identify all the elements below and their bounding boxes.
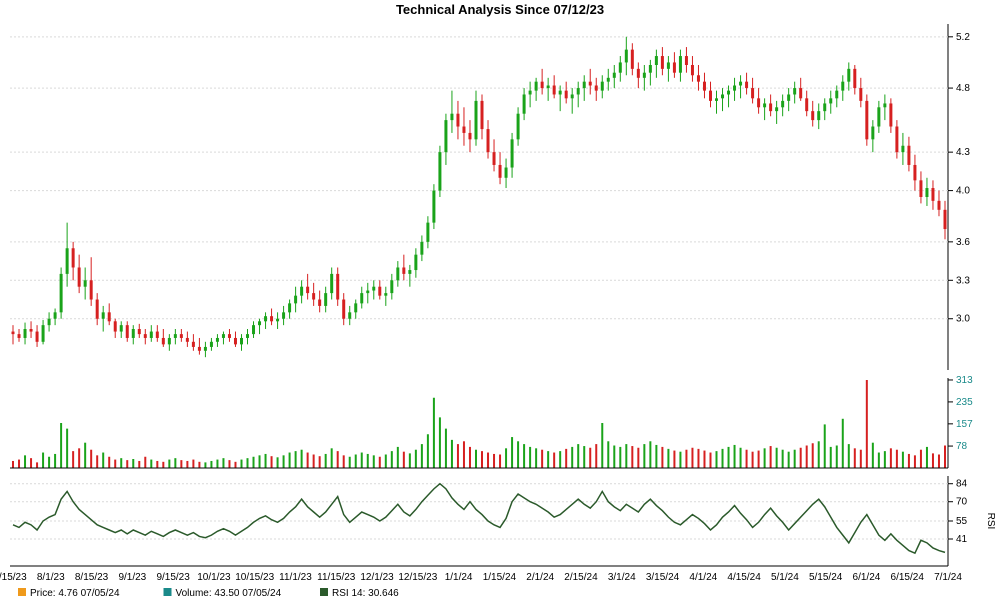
x-tick: 7/1/24 bbox=[934, 572, 962, 583]
volume-legend-marker bbox=[164, 588, 172, 596]
price-legend-marker bbox=[18, 588, 26, 596]
price-ytick: 4.8 bbox=[956, 83, 970, 94]
x-tick: 3/15/24 bbox=[646, 572, 680, 583]
volume-ytick: 313 bbox=[956, 375, 973, 386]
rsi-ytick: 55 bbox=[956, 516, 968, 527]
rsi-axis-label: RSI bbox=[985, 513, 996, 530]
rsi-ytick: 41 bbox=[956, 534, 968, 545]
chart-title: Technical Analysis Since 07/12/23 bbox=[396, 2, 604, 17]
price-ytick: 4.0 bbox=[956, 186, 970, 197]
x-tick: 2/15/24 bbox=[564, 572, 598, 583]
x-tick: 12/1/23 bbox=[360, 572, 394, 583]
x-tick: 8/15/23 bbox=[75, 572, 109, 583]
rsi-line bbox=[13, 484, 945, 553]
x-tick: 10/15/23 bbox=[235, 572, 274, 583]
x-tick: 4/15/24 bbox=[727, 572, 761, 583]
rsi-legend-label: RSI 14: 30.646 bbox=[332, 588, 399, 599]
x-tick: 6/15/24 bbox=[891, 572, 925, 583]
candlestick-series bbox=[13, 37, 945, 357]
volume-ytick: 157 bbox=[956, 419, 973, 430]
x-tick: 9/1/23 bbox=[118, 572, 146, 583]
volume-ytick: 235 bbox=[956, 397, 973, 408]
x-tick: 8/1/23 bbox=[37, 572, 65, 583]
rsi-legend-marker bbox=[320, 588, 328, 596]
volume-series bbox=[13, 380, 945, 468]
x-tick: 2/1/24 bbox=[526, 572, 554, 583]
price-ytick: 3.0 bbox=[956, 314, 970, 325]
x-tick: 12/15/23 bbox=[398, 572, 437, 583]
x-tick: 1/1/24 bbox=[445, 572, 473, 583]
x-tick: 11/15/23 bbox=[317, 572, 356, 583]
x-tick: 5/1/24 bbox=[771, 572, 799, 583]
volume-ytick: 78 bbox=[956, 441, 968, 452]
volume-legend-label: Volume: 43.50 07/05/24 bbox=[176, 588, 282, 599]
price-ytick: 3.3 bbox=[956, 275, 970, 286]
x-tick: 9/15/23 bbox=[156, 572, 190, 583]
price-ytick: 5.2 bbox=[956, 32, 970, 43]
price-ytick: 4.3 bbox=[956, 147, 970, 158]
x-tick: 11/1/23 bbox=[279, 572, 312, 583]
price-ytick: 3.6 bbox=[956, 237, 970, 248]
x-tick: 5/15/24 bbox=[809, 572, 843, 583]
rsi-ytick: 70 bbox=[956, 497, 968, 508]
x-tick: 6/1/24 bbox=[853, 572, 881, 583]
x-tick: 1/15/24 bbox=[483, 572, 517, 583]
technical-analysis-chart: Technical Analysis Since 07/12/23 3.0 3.3 3… bbox=[0, 0, 1000, 600]
x-tick: 10/1/23 bbox=[197, 572, 231, 583]
x-tick: 4/1/24 bbox=[689, 572, 717, 583]
rsi-ytick: 84 bbox=[956, 479, 968, 490]
price-legend-label: Price: 4.76 07/05/24 bbox=[30, 588, 120, 599]
x-tick: 3/1/24 bbox=[608, 572, 636, 583]
x-tick: 7/15/23 bbox=[0, 572, 27, 583]
